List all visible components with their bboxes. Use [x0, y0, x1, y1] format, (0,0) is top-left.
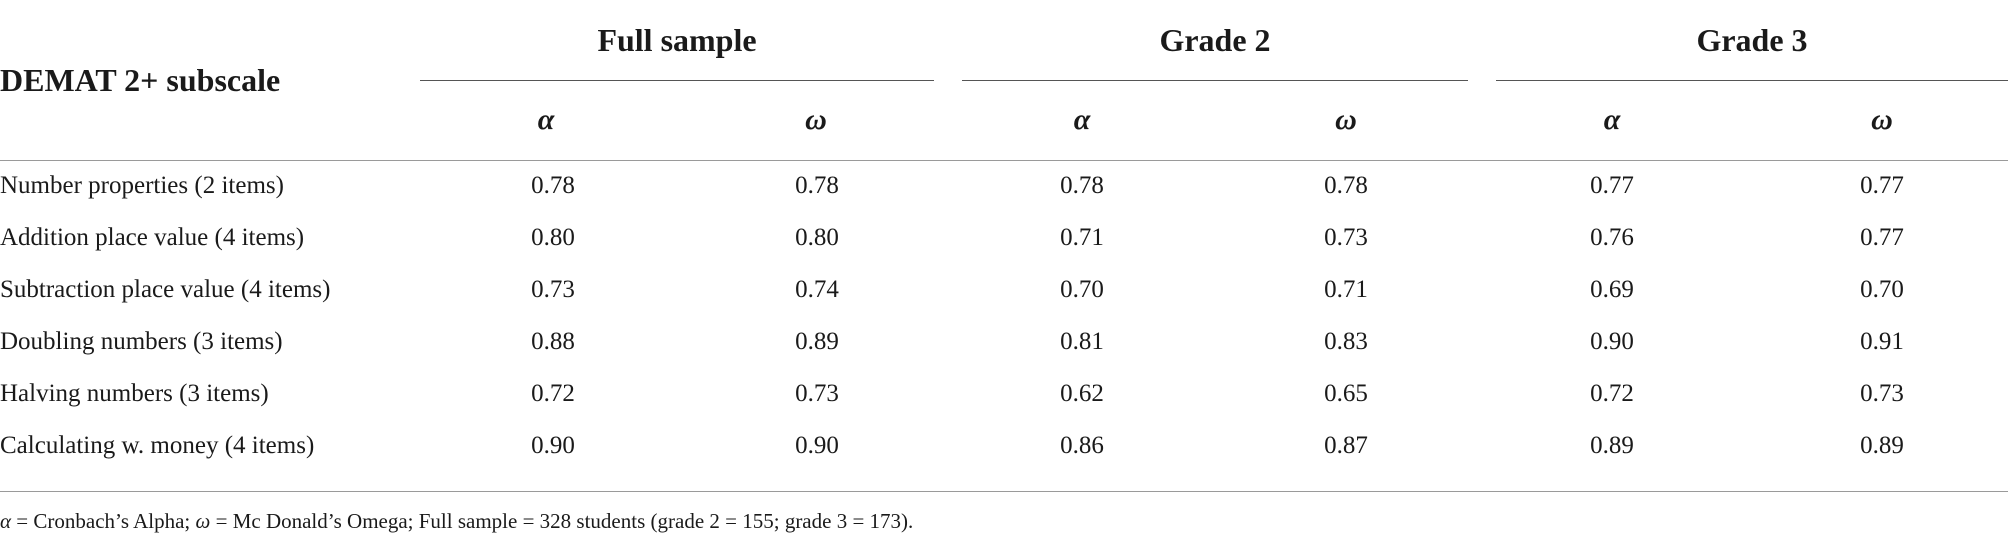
value-cell: 0.77 — [1860, 172, 1904, 199]
subscale-column-header: DEMAT 2+ subscale — [0, 62, 281, 98]
row-label: Halving numbers (3 items) — [0, 380, 269, 407]
value-cell: 0.80 — [795, 224, 839, 251]
value-cell: 0.62 — [1060, 380, 1104, 407]
header-bottom-rule — [0, 160, 2008, 161]
omega-definition: = Mc Donald’s Omega; Full sample = 328 s… — [210, 509, 914, 533]
table-row: Number properties (2 items) 0.78 0.78 0.… — [0, 160, 2008, 212]
value-cell: 0.71 — [1324, 276, 1368, 303]
group-rule-grade-3 — [1496, 80, 2008, 81]
alpha-definition: = Cronbach’s Alpha; — [11, 509, 196, 533]
group-header-grade-2: Grade 2 — [1159, 22, 1271, 58]
value-cell: 0.76 — [1590, 224, 1634, 251]
omega-symbol: ω — [195, 509, 211, 533]
value-cell: 0.90 — [795, 432, 839, 459]
value-cell: 0.89 — [795, 328, 839, 355]
row-label: Number properties (2 items) — [0, 172, 284, 199]
alpha-symbol: α — [0, 509, 12, 533]
value-cell: 0.69 — [1590, 276, 1634, 303]
value-cell: 0.81 — [1060, 328, 1104, 355]
row-label: Calculating w. money (4 items) — [0, 432, 315, 459]
value-cell: 0.90 — [531, 432, 575, 459]
value-cell: 0.73 — [795, 380, 839, 407]
value-cell: 0.89 — [1860, 432, 1904, 459]
table-footnote: α = Cronbach’s Alpha; ω = Mc Donald’s Om… — [0, 506, 913, 536]
value-cell: 0.80 — [531, 224, 575, 251]
value-cell: 0.88 — [531, 328, 575, 355]
value-cell: 0.83 — [1324, 328, 1368, 355]
value-cell: 0.70 — [1060, 276, 1104, 303]
group-rule-full-sample — [420, 80, 934, 81]
value-cell: 0.73 — [531, 276, 575, 303]
value-cell: 0.78 — [795, 172, 839, 199]
value-cell: 0.78 — [1324, 172, 1368, 199]
value-cell: 0.78 — [531, 172, 575, 199]
table-row: Doubling numbers (3 items) 0.88 0.89 0.8… — [0, 316, 2008, 368]
value-cell: 0.78 — [1060, 172, 1104, 199]
value-cell: 0.77 — [1590, 172, 1634, 199]
value-cell: 0.71 — [1060, 224, 1104, 251]
value-cell: 0.72 — [1590, 380, 1634, 407]
value-cell: 0.73 — [1324, 224, 1368, 251]
value-cell: 0.65 — [1324, 380, 1368, 407]
value-cell: 0.90 — [1590, 328, 1634, 355]
value-cell: 0.72 — [531, 380, 575, 407]
table-row: Calculating w. money (4 items) 0.90 0.90… — [0, 420, 2008, 472]
value-cell: 0.86 — [1060, 432, 1104, 459]
group-header-full-sample: Full sample — [597, 22, 757, 58]
omega-header-full-sample: ω — [805, 103, 827, 136]
value-cell: 0.73 — [1860, 380, 1904, 407]
row-label: Addition place value (4 items) — [0, 224, 305, 251]
group-header-grade-3: Grade 3 — [1696, 22, 1808, 58]
row-label: Doubling numbers (3 items) — [0, 328, 283, 355]
alpha-header-full-sample: α — [537, 103, 555, 136]
value-cell: 0.87 — [1324, 432, 1368, 459]
row-label: Subtraction place value (4 items) — [0, 276, 331, 303]
table-row: Subtraction place value (4 items) 0.73 0… — [0, 264, 2008, 316]
alpha-header-grade-2: α — [1073, 103, 1091, 136]
value-cell: 0.74 — [795, 276, 839, 303]
value-cell: 0.77 — [1860, 224, 1904, 251]
alpha-header-grade-3: α — [1603, 103, 1621, 136]
omega-header-grade-3: ω — [1871, 103, 1893, 136]
group-rule-grade-2 — [962, 80, 1468, 81]
value-cell: 0.89 — [1590, 432, 1634, 459]
omega-header-grade-2: ω — [1335, 103, 1357, 136]
value-cell: 0.91 — [1860, 328, 1904, 355]
table-row: Addition place value (4 items) 0.80 0.80… — [0, 212, 2008, 264]
value-cell: 0.70 — [1860, 276, 1904, 303]
table-bottom-rule — [0, 491, 2008, 492]
table-row: Halving numbers (3 items) 0.72 0.73 0.62… — [0, 368, 2008, 420]
